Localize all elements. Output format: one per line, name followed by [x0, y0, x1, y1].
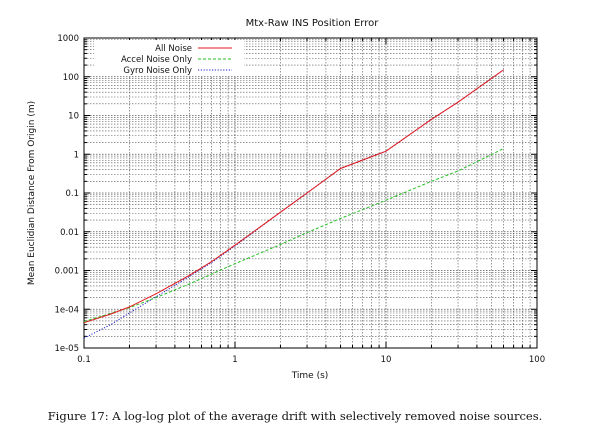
y-tick-label: 1e-04: [54, 305, 79, 315]
series-lines: [83, 69, 504, 339]
y-tick-label: 10: [68, 112, 79, 122]
y-tick-label: 1e-05: [54, 344, 79, 354]
figure-caption: Figure 17: A log-log plot of the average…: [47, 409, 543, 423]
x-axis-label: Time (s): [291, 371, 329, 381]
x-tick-label: 10: [381, 355, 392, 365]
series-line-all-noise: [83, 69, 504, 324]
y-tick-label: 0.1: [65, 189, 79, 199]
y-axis-label: Mean Euclidian Distance From Origin (m): [27, 101, 37, 285]
legend-label: Gyro Noise Only: [123, 66, 192, 76]
grid-lines: [84, 38, 537, 348]
chart-title: Mtx-Raw INS Position Error: [246, 18, 380, 29]
axis-ticks: 0.1 1 10 100 1e-05 1e-04 0.001 0.01 0.1 1 10 100 100…: [54, 34, 545, 365]
y-tick-label: 0.001: [55, 267, 79, 277]
legend-background: [94, 40, 244, 76]
y-tick-label: 1000: [57, 34, 79, 44]
x-tick-label: 100: [529, 355, 545, 365]
y-tick-label: 0.01: [60, 228, 79, 238]
x-tick-label: 1: [232, 355, 237, 365]
x-tick-label: 0.1: [77, 355, 91, 365]
series-line-accel-noise-only: [83, 148, 504, 323]
legend-label: Accel Noise Only: [121, 55, 192, 65]
legend-label: All Noise: [155, 44, 192, 54]
y-tick-label: 100: [63, 73, 79, 83]
y-tick-label: 1: [74, 150, 79, 160]
